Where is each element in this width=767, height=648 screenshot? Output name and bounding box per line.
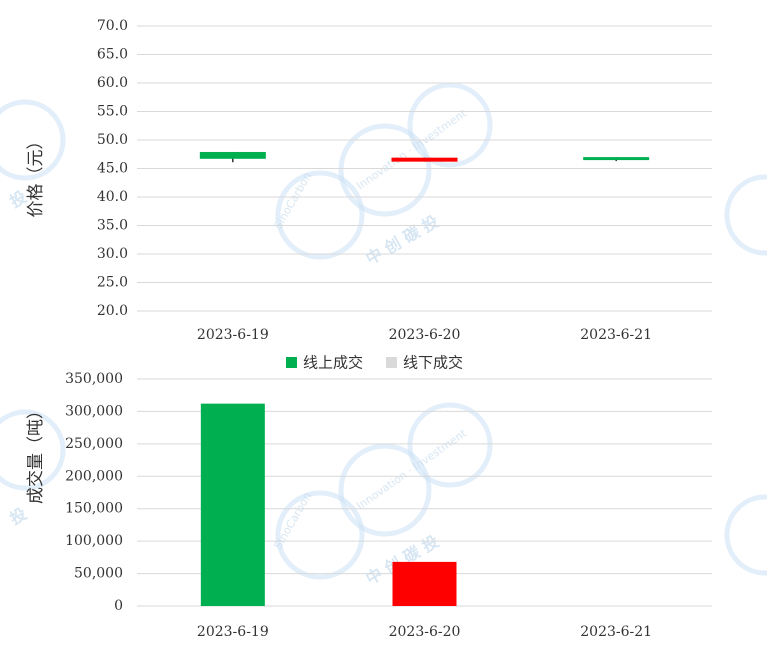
legend-swatch <box>386 357 397 368</box>
price-y-axis-title: 价格（元） <box>26 133 46 218</box>
volume-y-tick: 350,000 <box>65 371 123 387</box>
watermark-ring <box>338 443 432 537</box>
price-y-tick: 35.0 <box>97 218 128 234</box>
price-y-tick: 20.0 <box>97 303 128 319</box>
watermark-ring <box>275 170 365 260</box>
price-candlestick-chart: 70.0 65.0 60.0 55.0 50.0 45.0 40.0 35.0 30.0 25.0… <box>26 18 712 343</box>
volume-y-tick: 200,000 <box>65 468 123 484</box>
watermark-ring <box>407 82 493 168</box>
volume-y-tick: 150,000 <box>65 501 123 517</box>
volume-x-tick: 2023-6-20 <box>389 624 461 640</box>
volume-y-tick: 300,000 <box>65 403 123 419</box>
price-y-tick: 25.0 <box>97 275 128 291</box>
price-y-tick: 55.0 <box>97 104 128 120</box>
volume-y-tick: 0 <box>114 598 123 614</box>
price-gridlines <box>137 25 712 312</box>
watermark-text-side: 投 <box>7 504 30 528</box>
watermark-text-en: SinoCarbon <box>271 490 314 551</box>
price-x-tick-labels: 2023-6-19 2023-6-20 2023-6-21 <box>197 327 652 343</box>
volume-y-tick: 50,000 <box>74 566 123 582</box>
price-y-tick: 30.0 <box>97 246 128 262</box>
volume-y-tick-labels: 350,000 300,000 250,000 200,000 150,000 100,0… <box>65 371 123 614</box>
price-y-tick: 60.0 <box>97 75 128 91</box>
watermark-ring <box>0 99 66 181</box>
volume-x-tick-labels: 2023-6-19 2023-6-20 2023-6-21 <box>197 624 652 640</box>
watermark-text-en: SinoCarbon <box>271 170 314 231</box>
volume-bars <box>200 403 457 606</box>
watermark-ring <box>407 402 493 488</box>
price-candle-body <box>391 157 458 162</box>
watermark-ring <box>338 123 432 217</box>
price-y-tick: 65.0 <box>97 47 128 63</box>
watermark-ring <box>0 409 66 491</box>
price-candles <box>199 151 650 163</box>
legend-swatch <box>286 357 297 368</box>
price-y-tick: 50.0 <box>97 132 128 148</box>
price-x-tick: 2023-6-20 <box>389 327 461 343</box>
volume-bar-chart: 线上成交 线下成交 350,000 300,000 250,000 200,000 150… <box>26 354 712 640</box>
volume-bar <box>392 561 457 606</box>
price-y-tick: 70.0 <box>97 18 128 34</box>
legend-label: 线上成交 <box>303 354 363 372</box>
price-y-tick: 40.0 <box>97 189 128 205</box>
volume-y-tick: 100,000 <box>65 533 123 549</box>
volume-legend: 线上成交 线下成交 <box>286 354 463 372</box>
price-x-tick: 2023-6-21 <box>580 327 652 343</box>
price-y-tick: 45.0 <box>97 161 128 177</box>
watermark-ring <box>724 494 767 576</box>
watermark-ring <box>724 174 767 256</box>
volume-x-tick: 2023-6-21 <box>580 624 652 640</box>
legend-label: 线下成交 <box>403 354 463 372</box>
price-y-tick-labels: 70.0 65.0 60.0 55.0 50.0 45.0 40.0 35.0 30.0 25.0… <box>97 18 128 319</box>
volume-y-tick: 250,000 <box>65 436 123 452</box>
volume-x-tick: 2023-6-19 <box>197 624 269 640</box>
price-x-tick: 2023-6-19 <box>197 327 269 343</box>
volume-y-axis-title: 成交量（吨） <box>26 402 46 504</box>
price-candle-body <box>583 157 650 161</box>
price-candle-body <box>199 151 266 159</box>
watermark-text-cn: 中 创 碳 投 <box>363 212 442 269</box>
watermark-ring <box>275 490 365 580</box>
volume-bar <box>200 403 265 606</box>
